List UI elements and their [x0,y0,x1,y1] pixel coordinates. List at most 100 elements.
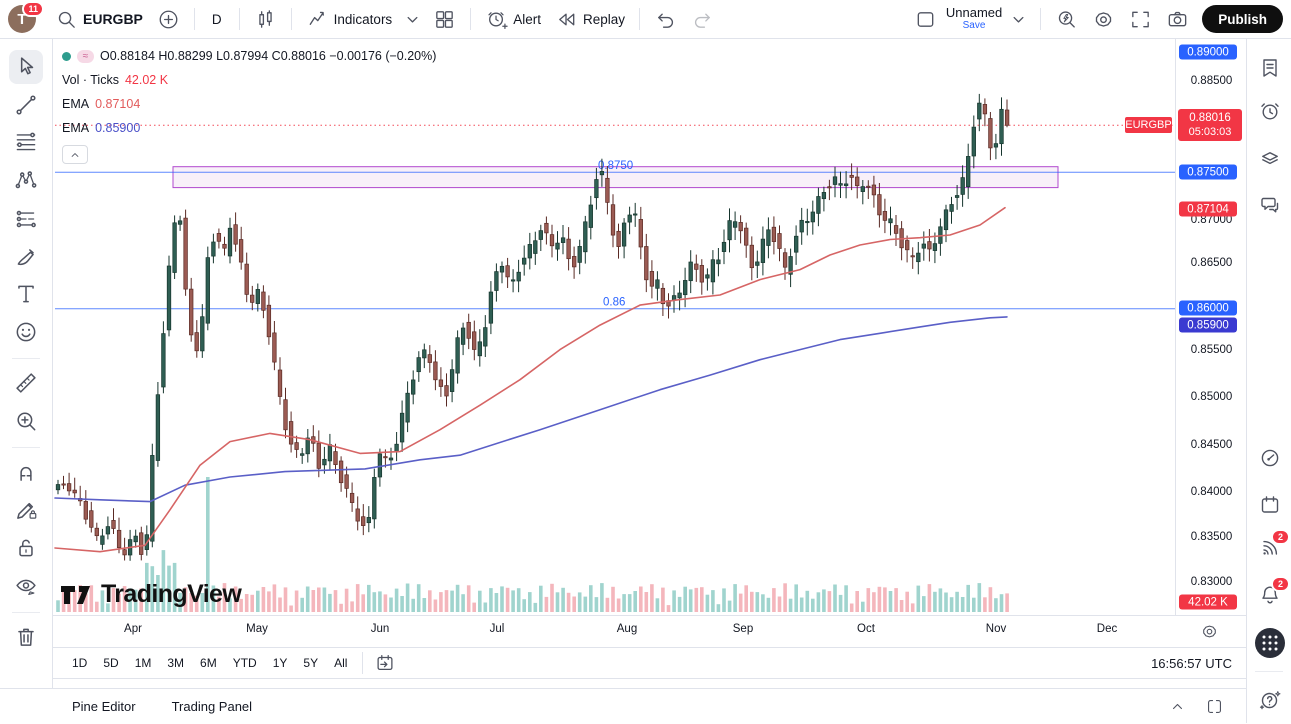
object-tree-panel[interactable] [1255,143,1285,173]
grid-icon [433,8,456,31]
layout-name[interactable]: Unnamed Save [946,6,1002,32]
cursor-icon [13,54,39,80]
bolt-search-icon [1055,8,1078,31]
fib-icon [13,129,39,155]
price-axis-label: 0.88500 [1190,75,1233,87]
price-axis-label: 0.87500 [1179,164,1237,180]
range-button-1y[interactable]: 1Y [272,656,288,670]
emoji-tool[interactable] [9,315,43,349]
alarm-icon [1258,99,1282,123]
fullscreen-icon [1129,8,1152,31]
indicators-icon [306,8,329,31]
pencil-icon [13,497,39,523]
remove-drawings-tool[interactable] [9,620,43,654]
ema-legend-row[interactable]: EMA 0.87104 [62,92,436,116]
gauge-icon [1258,446,1282,470]
replay-icon [555,8,578,31]
volume-legend-row[interactable]: Vol · Ticks 42.02 K [62,68,436,92]
ema-label: EMA [62,121,90,135]
indicator-templates-button[interactable] [399,3,426,35]
calendar-panel[interactable] [1255,490,1285,520]
svg-text:0.8750: 0.8750 [598,160,633,172]
pattern-tool[interactable] [9,163,43,197]
legend-collapse-button[interactable] [62,145,88,164]
range-button-ytd[interactable]: YTD [232,656,257,670]
volume-label: Vol · Ticks [62,73,119,87]
apps-menu[interactable] [1255,628,1285,658]
lock-drawings-tool[interactable] [9,531,43,565]
indicators-button[interactable]: Indicators [299,3,400,35]
drawing-mode-tool[interactable] [9,493,43,527]
hide-drawings-tool[interactable] [9,569,43,603]
compare-symbol-button[interactable] [150,3,187,35]
price-axis-label: 0.85000 [1190,391,1233,403]
chevron-up-icon [68,148,82,162]
chat-icon [1258,193,1282,217]
hotlists-panel[interactable] [1255,443,1285,473]
help-menu[interactable] [1255,685,1285,715]
lockopen-icon [13,535,39,561]
time-axis[interactable]: Apr May Jun Jul Aug Sep Oct Nov Dec [52,615,1246,648]
interval-button[interactable]: D [211,11,222,27]
create-alert-button[interactable]: Alert [478,3,548,35]
chart-style-button[interactable] [247,3,284,35]
layout-select-button[interactable] [907,3,944,35]
bar-replay-button[interactable]: Replay [548,3,632,35]
projection-tool[interactable] [9,202,43,236]
panel-expand-button[interactable] [1168,697,1187,716]
layout-menu-button[interactable] [1004,3,1033,35]
toolbar-divider [12,358,40,359]
notifications-panel[interactable]: 2 [1255,576,1290,610]
go-to-date-button[interactable] [374,652,396,674]
streams-panel[interactable]: 2 [1255,529,1290,563]
layout-name-label: Unnamed [945,5,1003,20]
range-button-1d[interactable]: 1D [72,656,88,670]
time-axis-label: Dec [1096,623,1118,635]
chart-settings-button[interactable] [1085,3,1122,35]
time-axis-settings-icon[interactable] [1200,622,1219,641]
chat-panel[interactable] [1255,190,1285,220]
text-tool[interactable] [9,277,43,311]
redo-button[interactable] [684,3,721,35]
brush-icon [13,244,39,270]
cursor-tool[interactable] [9,50,43,84]
price-axis-label: 0.89000 [1179,44,1237,60]
alerts-panel[interactable] [1255,96,1285,126]
clock-utc[interactable]: 16:56:57 UTC [1151,655,1232,671]
chart-canvas[interactable]: 0.8750 0.86 ≈ O0.88184 H0.88299 L0.87994 … [52,38,1246,615]
zoom-in-tool[interactable] [9,404,43,438]
chevron-down-icon [401,8,424,31]
layout-grid-button[interactable] [426,3,463,35]
fullscreen-button[interactable] [1122,3,1159,35]
publish-button[interactable]: Publish [1202,5,1283,33]
save-link[interactable]: Save [962,20,986,31]
pine-editor-tab[interactable]: Pine Editor [72,699,136,714]
quick-search-button[interactable] [1048,3,1085,35]
brush-tool[interactable] [9,240,43,274]
watchlist-panel[interactable] [1255,53,1285,83]
market-status-dot [62,51,71,61]
xabcd-icon [13,167,39,193]
range-button-6m[interactable]: 6M [200,656,217,670]
symbol-search-button[interactable]: EURGBP [48,3,150,35]
watermark-text: TradingView [101,580,242,608]
fib-retracement-tool[interactable] [9,125,43,159]
date-range-toolbar: 1D 5D 1M 3M 6M YTD 1Y 5Y All 16:56:57 UTC [52,647,1246,679]
trend-line-tool[interactable] [9,88,43,122]
snapshot-button[interactable] [1159,3,1196,35]
magnet-mode-tool[interactable] [9,455,43,489]
range-button-1m[interactable]: 1M [134,656,152,670]
range-button-3m[interactable]: 3M [167,656,185,670]
symbol-price-tag: EURGBP [1125,117,1172,133]
symbol-legend-row[interactable]: ≈ O0.88184 H0.88299 L0.87994 C0.88016 −0… [62,44,436,68]
panel-maximize-button[interactable] [1205,697,1224,716]
undo-button[interactable] [647,3,684,35]
range-button-5y[interactable]: 5Y [303,656,319,670]
range-button-5d[interactable]: 5D [103,656,119,670]
trading-panel-tab[interactable]: Trading Panel [171,699,253,714]
ema-legend-row[interactable]: EMA 0.85900 [62,116,436,140]
user-menu[interactable]: T 11 [8,1,44,33]
measure-tool[interactable] [9,366,43,400]
range-button-all[interactable]: All [334,656,348,670]
